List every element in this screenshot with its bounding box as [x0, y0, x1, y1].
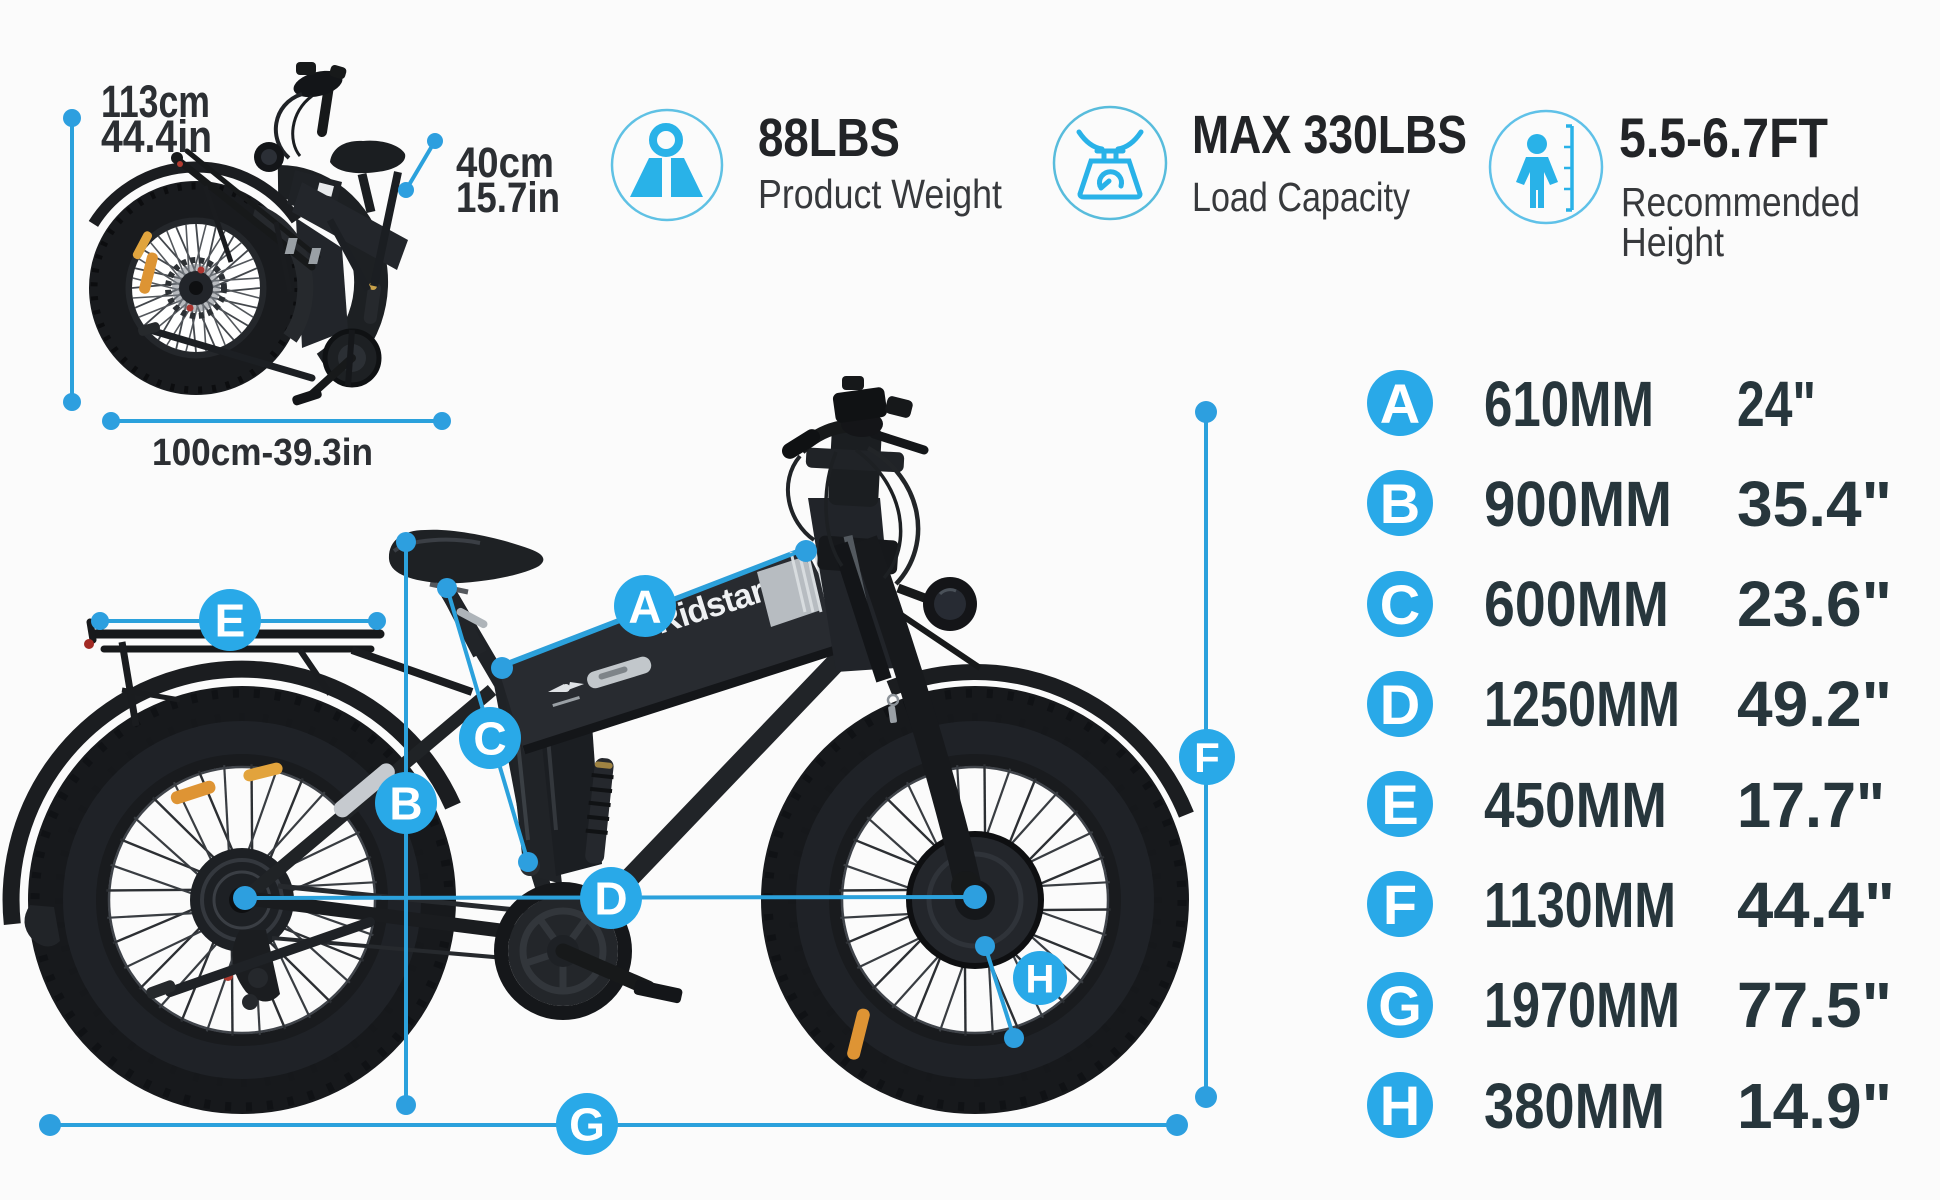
svg-text:1970MM: 1970MM [1484, 969, 1680, 1041]
svg-text:Product Weight: Product Weight [758, 171, 1003, 217]
svg-text:113cm: 113cm [101, 76, 210, 127]
svg-text:Height: Height [1621, 219, 1725, 265]
svg-text:C: C [1380, 573, 1420, 636]
svg-text:100cm-39.3in: 100cm-39.3in [152, 432, 373, 474]
svg-text:F: F [1383, 873, 1417, 936]
svg-text:B: B [1380, 472, 1420, 535]
svg-text:900MM: 900MM [1484, 468, 1672, 540]
svg-text:40cm: 40cm [456, 139, 554, 187]
svg-text:15.7in: 15.7in [456, 174, 560, 222]
svg-text:35.4": 35.4" [1737, 468, 1892, 540]
svg-text:44.4in: 44.4in [101, 111, 212, 162]
svg-text:B: B [389, 778, 422, 830]
svg-text:380MM: 380MM [1484, 1070, 1665, 1142]
svg-text:600MM: 600MM [1484, 568, 1669, 640]
svg-text:14.9": 14.9" [1737, 1070, 1892, 1142]
svg-text:1130MM: 1130MM [1484, 869, 1676, 941]
svg-text:H: H [1026, 957, 1055, 1001]
svg-text:E: E [215, 595, 246, 647]
svg-text:88LBS: 88LBS [758, 108, 900, 168]
svg-text:H: H [1380, 1074, 1420, 1137]
svg-text:1250MM: 1250MM [1484, 668, 1680, 740]
svg-text:D: D [594, 873, 627, 925]
svg-text:44.4": 44.4" [1737, 869, 1895, 941]
svg-text:5.5-6.7FT: 5.5-6.7FT [1619, 106, 1828, 169]
svg-text:17.7": 17.7" [1737, 769, 1885, 841]
svg-text:24": 24" [1737, 368, 1816, 440]
svg-text:Load Capacity: Load Capacity [1192, 174, 1410, 220]
svg-text:610MM: 610MM [1484, 368, 1654, 440]
svg-text:G: G [569, 1099, 605, 1151]
svg-text:MAX 330LBS: MAX 330LBS [1192, 105, 1467, 165]
svg-text:77.5": 77.5" [1737, 969, 1892, 1041]
svg-text:Recommended: Recommended [1621, 179, 1860, 225]
svg-text:23.6": 23.6" [1737, 568, 1892, 640]
svg-text:E: E [1381, 773, 1418, 836]
svg-text:F: F [1194, 734, 1220, 781]
svg-text:D: D [1380, 673, 1420, 736]
svg-text:G: G [1378, 974, 1422, 1037]
svg-text:C: C [473, 713, 506, 765]
svg-text:450MM: 450MM [1484, 769, 1667, 841]
svg-text:A: A [628, 581, 661, 633]
svg-text:49.2": 49.2" [1737, 668, 1892, 740]
svg-text:A: A [1380, 372, 1420, 435]
